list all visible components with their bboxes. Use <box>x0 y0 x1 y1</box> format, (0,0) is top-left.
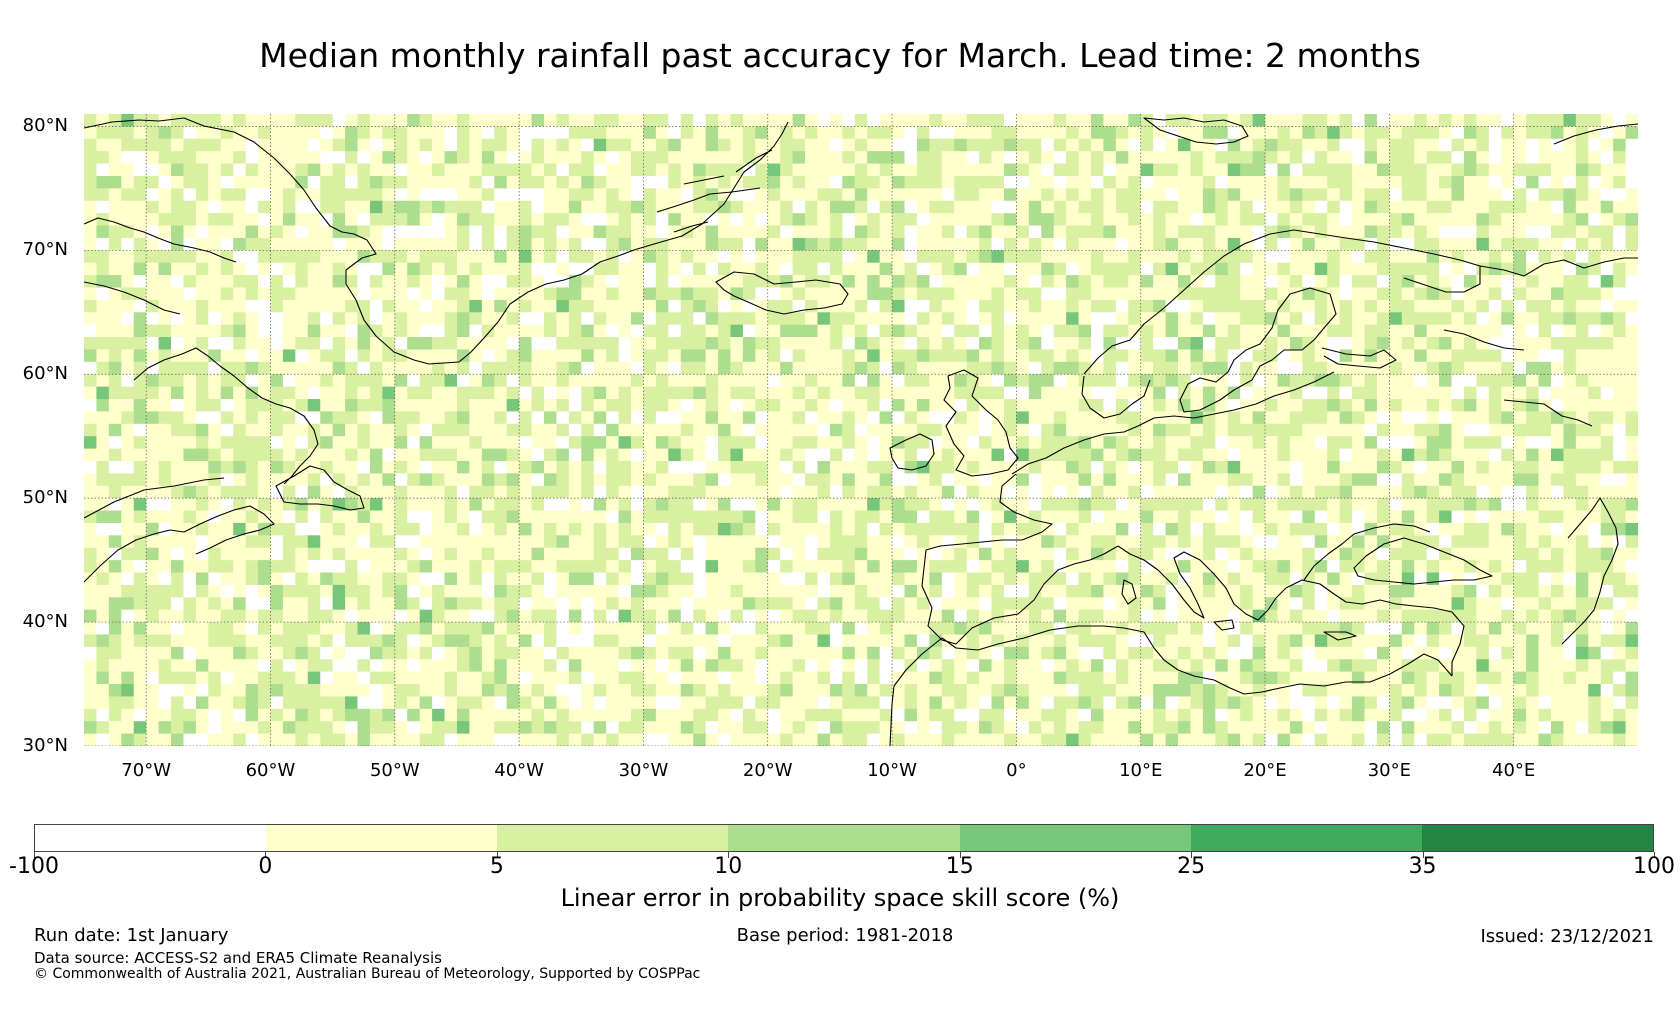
longitude-label: 30°E <box>1367 760 1411 781</box>
skill-score-grid <box>84 114 1638 746</box>
colorbar-segment <box>497 825 729 851</box>
skill-score-map <box>84 114 1638 746</box>
colorbar-tick-label: 15 <box>945 854 974 879</box>
coastlines <box>84 117 1638 746</box>
coast-north-europe-continent <box>1011 371 1335 475</box>
copyright: © Commonwealth of Australia 2021, Austra… <box>34 966 701 982</box>
longitude-label: 30°W <box>618 760 669 781</box>
coast-black-sea <box>1303 523 1493 585</box>
coast-iceland <box>715 271 849 315</box>
latitude-label: 40°N <box>22 611 68 633</box>
coast-caspian <box>1561 497 1619 645</box>
latitude-label: 80°N <box>22 115 68 137</box>
coast-scandinavia <box>1081 229 1481 419</box>
colorbar-tick <box>265 852 267 858</box>
colorbar-tick-label: 35 <box>1408 854 1437 879</box>
base-period: Base period: 1981-2018 <box>736 925 954 946</box>
issued-date: Issued: 23/12/2021 <box>1480 926 1654 947</box>
colorbar-title: Linear error in probability space skill … <box>560 884 1120 912</box>
latitude-label: 30°N <box>22 735 68 756</box>
longitude-label: 10°W <box>867 760 917 781</box>
longitude-label: 20°E <box>1243 760 1287 781</box>
longitude-label: 10°E <box>1119 760 1163 781</box>
data-source: Data source: ACCESS-S2 and ERA5 Climate … <box>34 949 442 967</box>
latitude-label: 50°N <box>22 487 68 509</box>
coast-mediterranean-north <box>1117 545 1397 621</box>
colorbar-segment <box>1190 825 1422 851</box>
colorbar-tick <box>1422 852 1424 858</box>
coast-us-east <box>84 477 225 583</box>
coast-nova-scotia <box>183 505 275 555</box>
longitude-label: 40°E <box>1492 760 1536 781</box>
coast-ireland <box>889 433 935 471</box>
colorbar-tick <box>728 852 730 858</box>
colorbar <box>34 824 1654 852</box>
colorbar-tick-label: 10 <box>714 854 743 879</box>
coast-russia-arctic <box>1443 123 1638 427</box>
chart-title: Median monthly rainfall past accuracy fo… <box>259 36 1421 75</box>
coast-east-mediterranean <box>1395 603 1465 676</box>
colorbar-segment <box>959 825 1191 851</box>
colorbar-segment <box>728 825 960 851</box>
longitude-label: 70°W <box>121 760 171 781</box>
latitude-label: 60°N <box>22 363 68 385</box>
colorbar-tick-label: 100 <box>1633 854 1675 879</box>
longitude-label: 60°W <box>245 760 296 781</box>
colorbar-segment <box>266 825 498 851</box>
coast-newfoundland <box>275 465 365 511</box>
colorbar-tick <box>959 852 961 858</box>
coast-italy-islands <box>1121 579 1357 641</box>
coast-great-britain <box>943 369 1019 477</box>
coast-biscay-iberia <box>921 473 1119 645</box>
colorbar-tick-label: 25 <box>1177 854 1206 879</box>
run-date: Run date: 1st January <box>34 925 229 946</box>
colorbar-tick <box>1654 852 1655 858</box>
longitude-label: 40°W <box>494 760 544 781</box>
coast-baffin <box>84 217 237 315</box>
coast-greenland-fjords <box>656 149 773 233</box>
graticule <box>84 114 1638 746</box>
colorbar-tick-label: -100 <box>9 854 59 879</box>
longitude-label: 20°W <box>742 760 793 781</box>
colorbar-tick <box>496 852 498 858</box>
coast-greenland <box>84 117 789 365</box>
colorbar-segment <box>1421 825 1653 851</box>
coast-svalbard <box>1143 117 1249 145</box>
colorbar-segment <box>35 825 267 851</box>
colorbar-tick-label: 0 <box>258 854 273 879</box>
coast-labrador <box>133 347 319 485</box>
longitude-label: 0° <box>1006 760 1027 781</box>
coast-north-africa <box>889 625 1453 746</box>
colorbar-tick-label: 5 <box>489 854 504 879</box>
coast-finland-russia <box>1321 257 1638 369</box>
colorbar-tick <box>1191 852 1193 858</box>
latitude-label: 70°N <box>22 239 68 261</box>
colorbar-tick <box>34 852 35 858</box>
longitude-label: 50°W <box>369 760 420 781</box>
